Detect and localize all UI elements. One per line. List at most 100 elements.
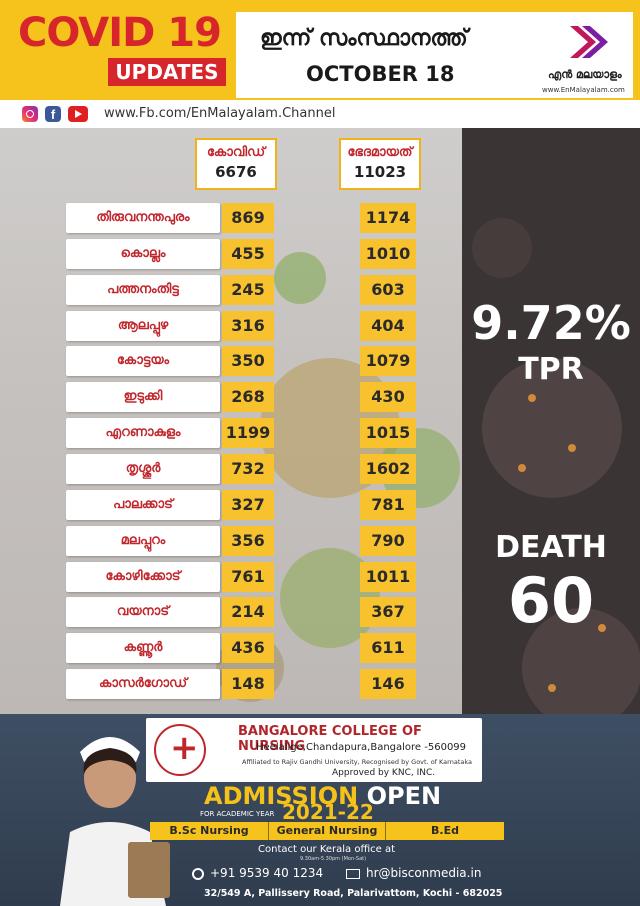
- district-row: കോട്ടയം 350 1079: [0, 346, 462, 377]
- en-malayalam-logo-icon: [570, 26, 608, 58]
- district-covid-count: 1199: [222, 418, 274, 449]
- course-item: B.Sc Nursing: [169, 824, 249, 837]
- headline-box: ഇന്ന് സംസ്ഥാനത്ത് OCTOBER 18 എൻ മലയാളം w…: [236, 12, 633, 98]
- district-name: കൊല്ലം: [66, 238, 220, 269]
- college-approval: Approved by KNC, INC.: [332, 768, 436, 778]
- admission-heading: ADMISSION OPEN: [204, 782, 441, 810]
- recovered-total: 11023: [353, 163, 407, 181]
- district-recovered-count: 790: [360, 525, 416, 556]
- district-covid-count: 350: [222, 346, 274, 377]
- district-covid-count: 214: [222, 597, 274, 628]
- advertisement-panel[interactable]: BANGALORE COLLEGE OF NURSING Heelalige,C…: [0, 714, 640, 906]
- district-covid-count: 436: [222, 633, 274, 664]
- recovered-label: ഭേദമായത്: [347, 145, 413, 160]
- tpr-label: TPR: [518, 352, 584, 387]
- district-covid-count: 869: [222, 203, 274, 233]
- district-recovered-count: 781: [360, 489, 416, 520]
- district-name: പാലക്കാട്: [66, 489, 220, 520]
- college-emblem-icon: [154, 724, 206, 776]
- instagram-icon[interactable]: [22, 106, 38, 122]
- district-covid-count: 316: [222, 310, 274, 341]
- district-covid-count: 356: [222, 525, 274, 556]
- facebook-url-link[interactable]: www.Fb.com/EnMalayalam.Channel: [104, 106, 336, 121]
- college-address: Heelalige,Chandapura,Bangalore -560099: [256, 742, 467, 753]
- district-row: കൊല്ലം 455 1010: [0, 238, 462, 269]
- district-recovered-count: 146: [360, 669, 416, 700]
- district-covid-count: 761: [222, 561, 274, 592]
- district-recovered-count: 1602: [360, 453, 416, 484]
- header-banner: COVID 19 UPDATES ഇന്ന് സംസ്ഥാനത്ത് OCTOB…: [0, 0, 640, 100]
- district-recovered-count: 430: [360, 382, 416, 413]
- district-recovered-count: 1174: [360, 203, 416, 233]
- district-name: കോട്ടയം: [66, 346, 220, 377]
- district-row: കണ്ണൂർ 436 611: [0, 633, 462, 664]
- updates-badge: UPDATES: [108, 58, 226, 86]
- district-recovered-count: 367: [360, 597, 416, 628]
- office-timing: 9.30am-5.30pm (Mon-Sat): [300, 856, 367, 862]
- district-covid-count: 327: [222, 489, 274, 520]
- social-row: f www.Fb.com/EnMalayalam.Channel: [0, 100, 640, 128]
- district-name: മലപ്പുറം: [66, 525, 220, 556]
- course-item: B.Ed: [431, 824, 459, 837]
- district-recovered-count: 1079: [360, 346, 416, 377]
- office-address: 32/549 A, Pallissery Road, Palarivattom,…: [204, 888, 503, 899]
- district-row: ആലപ്പുഴ 316 404: [0, 310, 462, 341]
- admission-word: ADMISSION: [204, 782, 359, 810]
- course-list: B.Sc Nursing General Nursing B.Ed: [150, 822, 504, 840]
- college-info-box: BANGALORE COLLEGE OF NURSING Heelalige,C…: [146, 718, 482, 782]
- district-recovered-count: 611: [360, 633, 416, 664]
- district-name: പത്തനംതിട്ട: [66, 274, 220, 305]
- district-name: കണ്ണൂർ: [66, 633, 220, 664]
- district-row: കോഴിക്കോട് 761 1011: [0, 561, 462, 592]
- district-name: കാസർഗോഡ്: [66, 669, 220, 700]
- headline-malayalam: ഇന്ന് സംസ്ഥാനത്ത്: [260, 26, 468, 51]
- death-value: 60: [507, 564, 595, 637]
- district-row: പാലക്കാട് 327 781: [0, 489, 462, 520]
- facebook-icon[interactable]: f: [45, 106, 61, 122]
- district-covid-count: 455: [222, 238, 274, 269]
- course-item: General Nursing: [268, 822, 386, 840]
- covid-total: 6676: [215, 163, 257, 181]
- district-row: പത്തനംതിട്ട 245 603: [0, 274, 462, 305]
- youtube-icon[interactable]: [68, 106, 88, 122]
- district-row: തൃശ്ശൂർ 732 1602: [0, 453, 462, 484]
- phone-number[interactable]: +91 9539 40 1234: [210, 866, 324, 880]
- district-name: വയനാട്: [66, 597, 220, 628]
- district-name: തിരുവനന്തപുരം: [66, 203, 220, 233]
- district-row: മലപ്പുറം 356 790: [0, 525, 462, 556]
- district-name: കോഴിക്കോട്: [66, 561, 220, 592]
- district-covid-count: 245: [222, 274, 274, 305]
- district-covid-count: 148: [222, 669, 274, 700]
- district-row: എറണാകുളം 1199 1015: [0, 418, 462, 449]
- covid-title: COVID 19: [18, 10, 222, 56]
- district-covid-count: 732: [222, 453, 274, 484]
- mail-icon: [346, 869, 360, 879]
- district-covid-count: 268: [222, 382, 274, 413]
- dark-virus-icon: [472, 218, 640, 714]
- district-name: എറണാകുളം: [66, 418, 220, 449]
- college-affiliation: Affiliated to Rajiv Gandhi University, R…: [242, 758, 472, 766]
- district-recovered-count: 1011: [360, 561, 416, 592]
- tpr-value: 9.72%: [471, 296, 631, 350]
- dark-side-panel: [462, 128, 640, 714]
- district-row: വയനാട് 214 367: [0, 597, 462, 628]
- academic-year-label: FOR ACADEMIC YEAR: [200, 810, 275, 818]
- district-row: തിരുവനന്തപുരം 869 1174: [0, 203, 462, 233]
- college-name: BANGALORE COLLEGE OF NURSING: [238, 724, 422, 754]
- logo-name: എൻ മലയാളം: [548, 68, 622, 81]
- district-recovered-count: 1015: [360, 418, 416, 449]
- nurse-illustration-icon: [60, 737, 170, 906]
- open-word: OPEN: [366, 782, 442, 810]
- district-name: ഇടുക്കി: [66, 382, 220, 413]
- district-recovered-count: 404: [360, 310, 416, 341]
- email-address[interactable]: hr@bisconmedia.in: [366, 866, 482, 880]
- academic-year: 2021-22: [282, 800, 374, 824]
- district-row: കാസർഗോഡ് 148 146: [0, 669, 462, 700]
- recovered-total-header: ഭേദമായത് 11023: [339, 138, 421, 190]
- death-label: DEATH: [495, 530, 607, 565]
- district-recovered-count: 603: [360, 274, 416, 305]
- headline-date: OCTOBER 18: [306, 62, 455, 86]
- covid-total-header: കോവിഡ് 6676: [195, 138, 277, 190]
- covid-label: കോവിഡ്: [206, 145, 266, 160]
- district-recovered-count: 1010: [360, 238, 416, 269]
